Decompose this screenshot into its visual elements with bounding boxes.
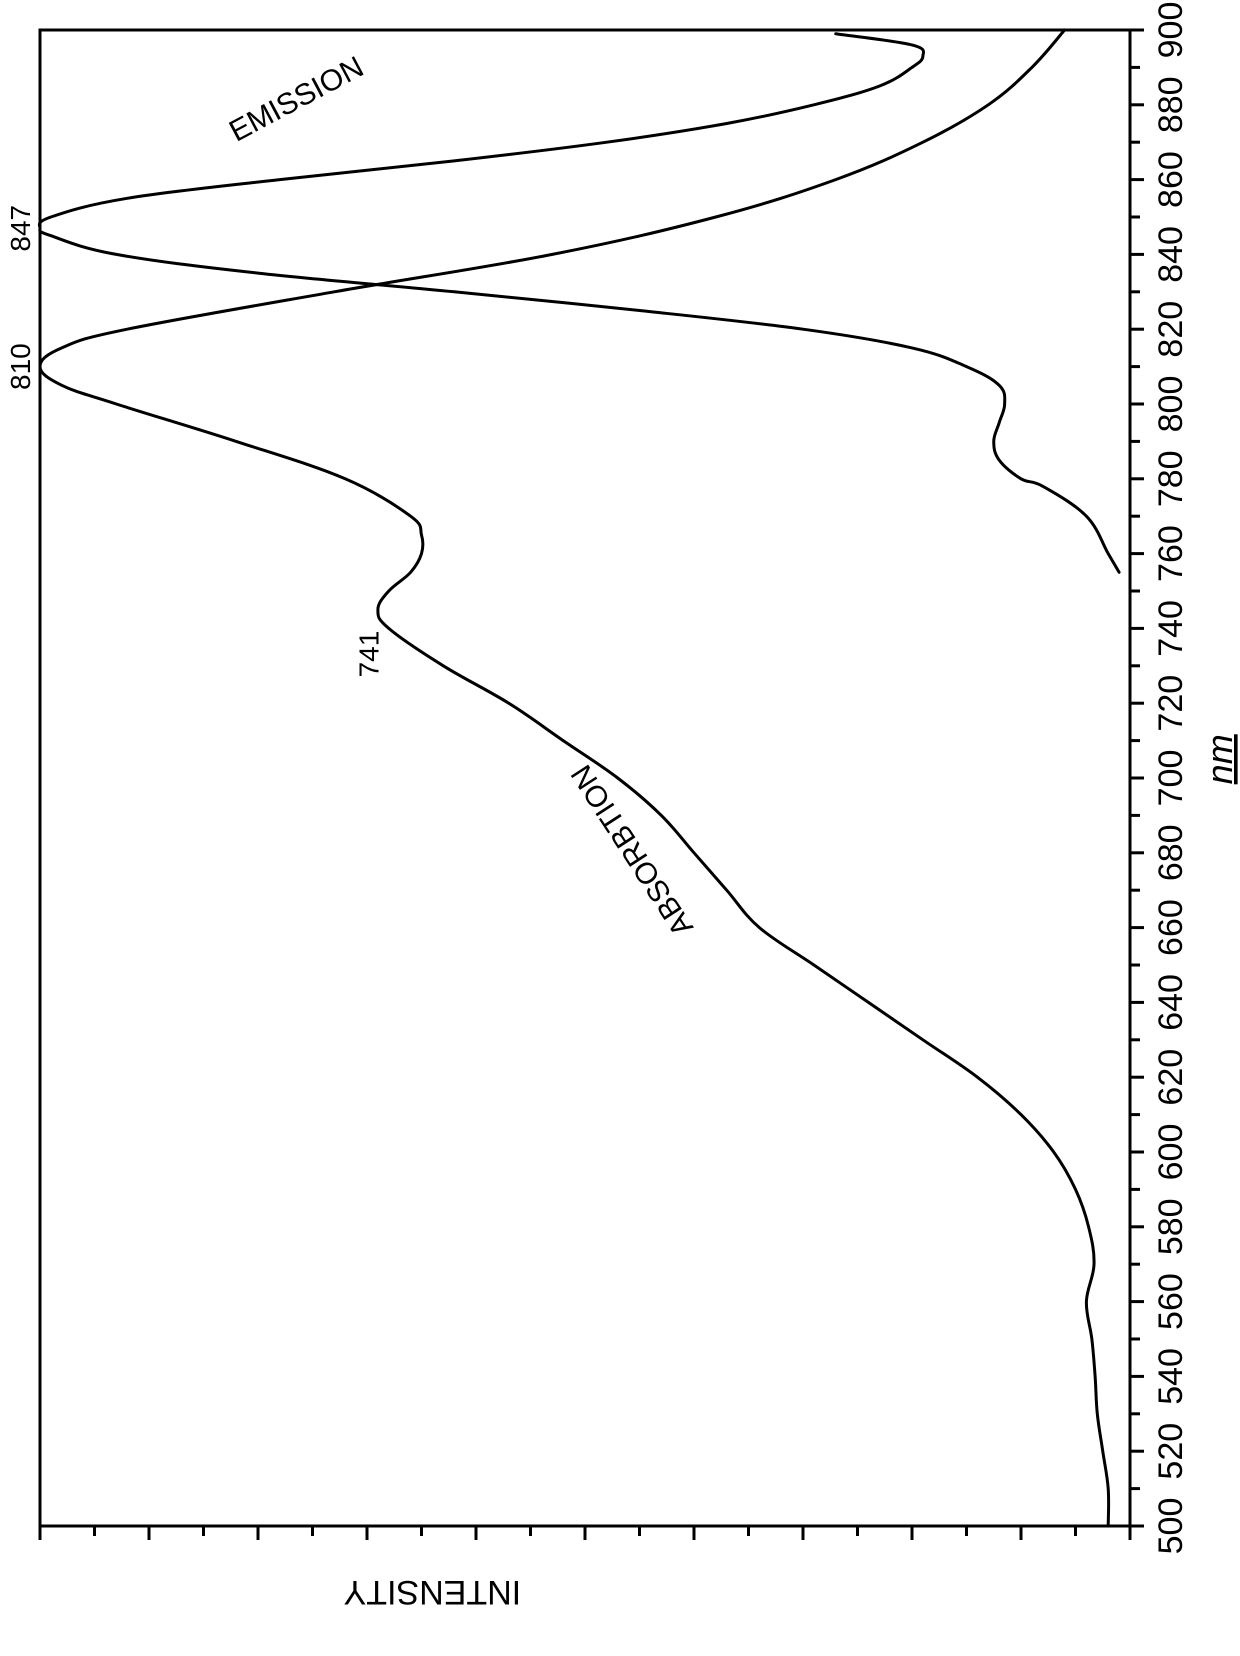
x-tick-label: 620	[1152, 1049, 1190, 1106]
x-tick-label: 520	[1152, 1423, 1190, 1480]
x-tick-label: 740	[1152, 600, 1190, 657]
x-tick-label: 680	[1152, 824, 1190, 881]
x-tick-label: 800	[1152, 376, 1190, 433]
x-tick-label: 500	[1152, 1498, 1190, 1555]
spectrum-svg: 500 520 540 560 580 600 620 640 660 680 700 720 740 7…	[0, 0, 1240, 1656]
x-tick-label: 860	[1152, 151, 1190, 208]
x-tick-label: 600	[1152, 1124, 1190, 1181]
y-axis-label: INTENSITY	[344, 1573, 522, 1611]
x-tick-label: 640	[1152, 974, 1190, 1031]
series-label-emission: EMISSION	[224, 50, 369, 148]
x-tick-label: 560	[1152, 1273, 1190, 1330]
x-tick-label: 540	[1152, 1348, 1190, 1405]
x-tick-label: 720	[1152, 675, 1190, 732]
series-label-absorbtion: ABSORBTION	[565, 759, 700, 942]
curve-emission	[39, 34, 1119, 573]
spectrum-chart: 500 520 540 560 580 600 620 640 660 680 700 720 740 7…	[0, 416, 1240, 1656]
x-axis-label: nm	[1199, 734, 1240, 784]
peak-label-847: 847	[5, 205, 36, 252]
x-tick-label: 780	[1152, 450, 1190, 507]
x-tick-label: 840	[1152, 226, 1190, 283]
x-tick-label: 580	[1152, 1198, 1190, 1255]
x-tick-label: 880	[1152, 76, 1190, 133]
x-tick-label: 820	[1152, 301, 1190, 358]
x-tick-label: 700	[1152, 750, 1190, 807]
x-tick-label: 760	[1152, 525, 1190, 582]
x-tick-label: 660	[1152, 899, 1190, 956]
peak-label-810: 810	[5, 343, 36, 390]
peak-label-741: 741	[354, 631, 385, 678]
x-tick-label: 900	[1152, 2, 1190, 59]
